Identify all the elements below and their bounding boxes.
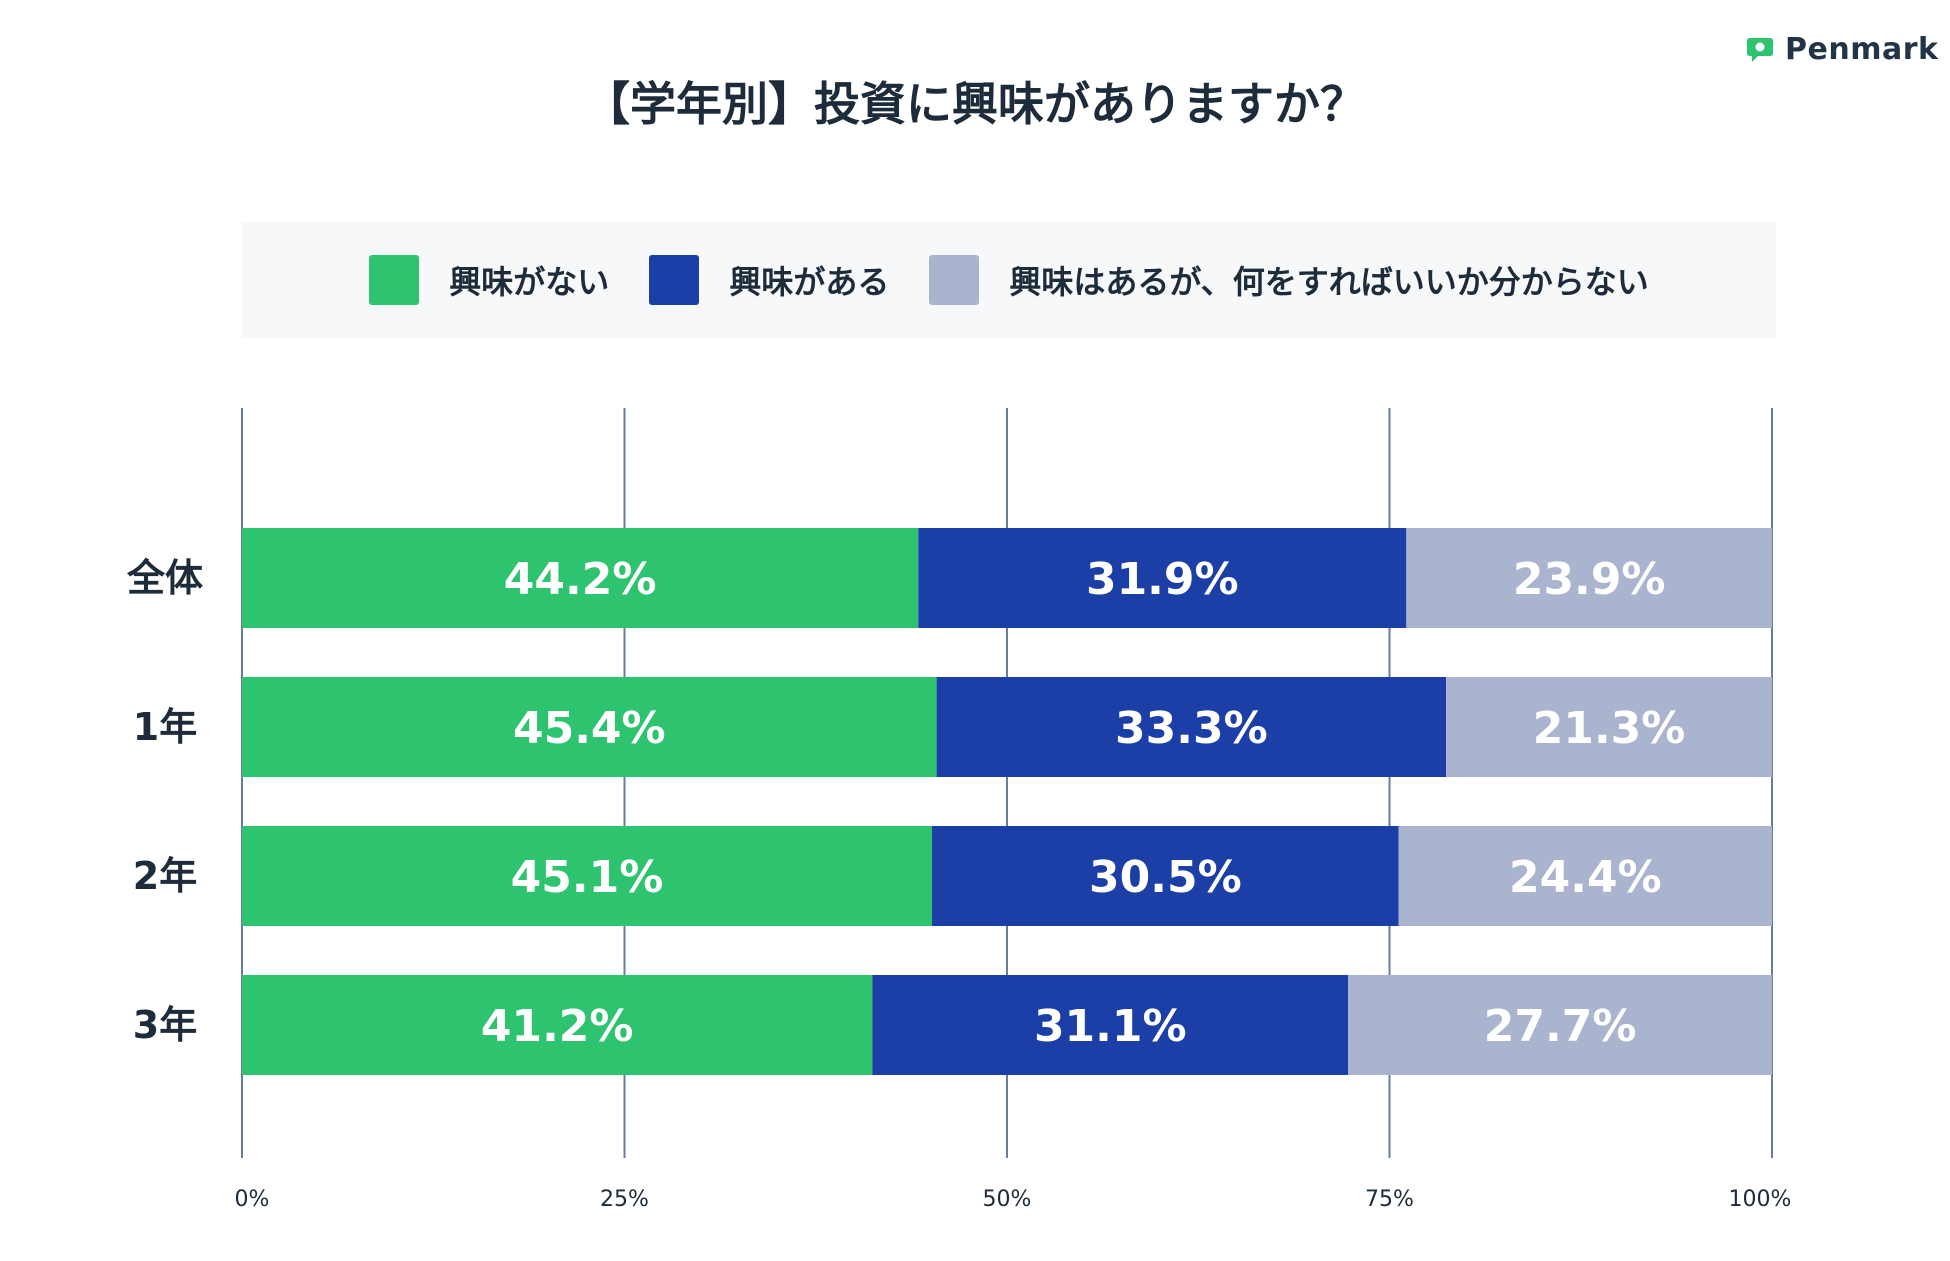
data-label-series-1-row-1: 33.3% (1115, 703, 1268, 754)
legend-swatch-interested-unsure (929, 255, 980, 305)
legend-label-interested: 興味がある (729, 263, 890, 301)
data-label-series-0-row-2: 45.1% (511, 852, 664, 903)
data-label-series-1-row-0: 31.9% (1086, 554, 1239, 605)
legend-swatch-not-interested (369, 255, 420, 305)
bar-series-0-row-0 (242, 528, 919, 628)
chart-title: 【学年別】投資に興味がありますか？ (584, 77, 1366, 131)
legend-swatch-interested (649, 255, 700, 305)
brand-name: Penmark (1785, 32, 1939, 67)
bar-series-2-row-3 (1348, 975, 1772, 1075)
data-label-series-1-row-2: 30.5% (1089, 852, 1242, 903)
data-label-series-0-row-0: 44.2% (504, 554, 657, 605)
row-label-3: 3年 (133, 1003, 197, 1047)
data-label-series-2-row-0: 23.9% (1513, 554, 1666, 605)
data-label-series-2-row-1: 21.3% (1533, 703, 1686, 754)
bar-series-1-row-2 (932, 826, 1399, 926)
bar-series-0-row-2 (242, 826, 933, 926)
x-tick-label-100: 100% (1729, 1187, 1792, 1212)
legend-item-interested-unsure: 興味はあるが、何をすればいいか分からない (929, 255, 1649, 305)
data-label-series-1-row-3: 31.1% (1034, 1001, 1187, 1052)
legend: 興味がない 興味がある 興味はあるが、何をすればいいか分からない (242, 222, 1776, 338)
data-label-series-2-row-2: 24.4% (1509, 852, 1662, 903)
brand-logo: Penmark (1745, 32, 1938, 67)
bar-series-2-row-0 (1406, 528, 1772, 628)
row-label-1: 1年 (133, 705, 197, 749)
legend-label-interested-unsure: 興味はあるが、何をすればいいか分からない (1009, 263, 1649, 301)
legend-item-interested: 興味がある (649, 255, 889, 305)
x-tick-label-25: 25% (600, 1187, 649, 1212)
legend-label-not-interested: 興味がない (449, 263, 610, 301)
penmark-logo-icon (1747, 37, 1773, 62)
row-label-2: 2年 (133, 854, 197, 898)
data-label-series-0-row-1: 45.4% (513, 703, 666, 754)
bar-series-0-row-3 (242, 975, 873, 1075)
x-tick-label-0: 0% (235, 1187, 270, 1212)
data-label-series-2-row-3: 27.7% (1484, 1001, 1637, 1052)
row-label-0: 全体 (126, 556, 203, 600)
bar-series-1-row-1 (936, 677, 1447, 777)
bar-series-0-row-1 (242, 677, 937, 777)
legend-item-not-interested: 興味がない (369, 255, 609, 305)
data-label-series-0-row-3: 41.2% (481, 1001, 634, 1052)
bar-series-1-row-3 (872, 975, 1349, 1075)
bar-series-2-row-1 (1446, 677, 1772, 777)
x-tick-label-50: 50% (983, 1187, 1032, 1212)
bar-series-2-row-2 (1398, 826, 1772, 926)
bar-series-1-row-0 (918, 528, 1407, 628)
x-tick-label-75: 75% (1365, 1187, 1414, 1212)
